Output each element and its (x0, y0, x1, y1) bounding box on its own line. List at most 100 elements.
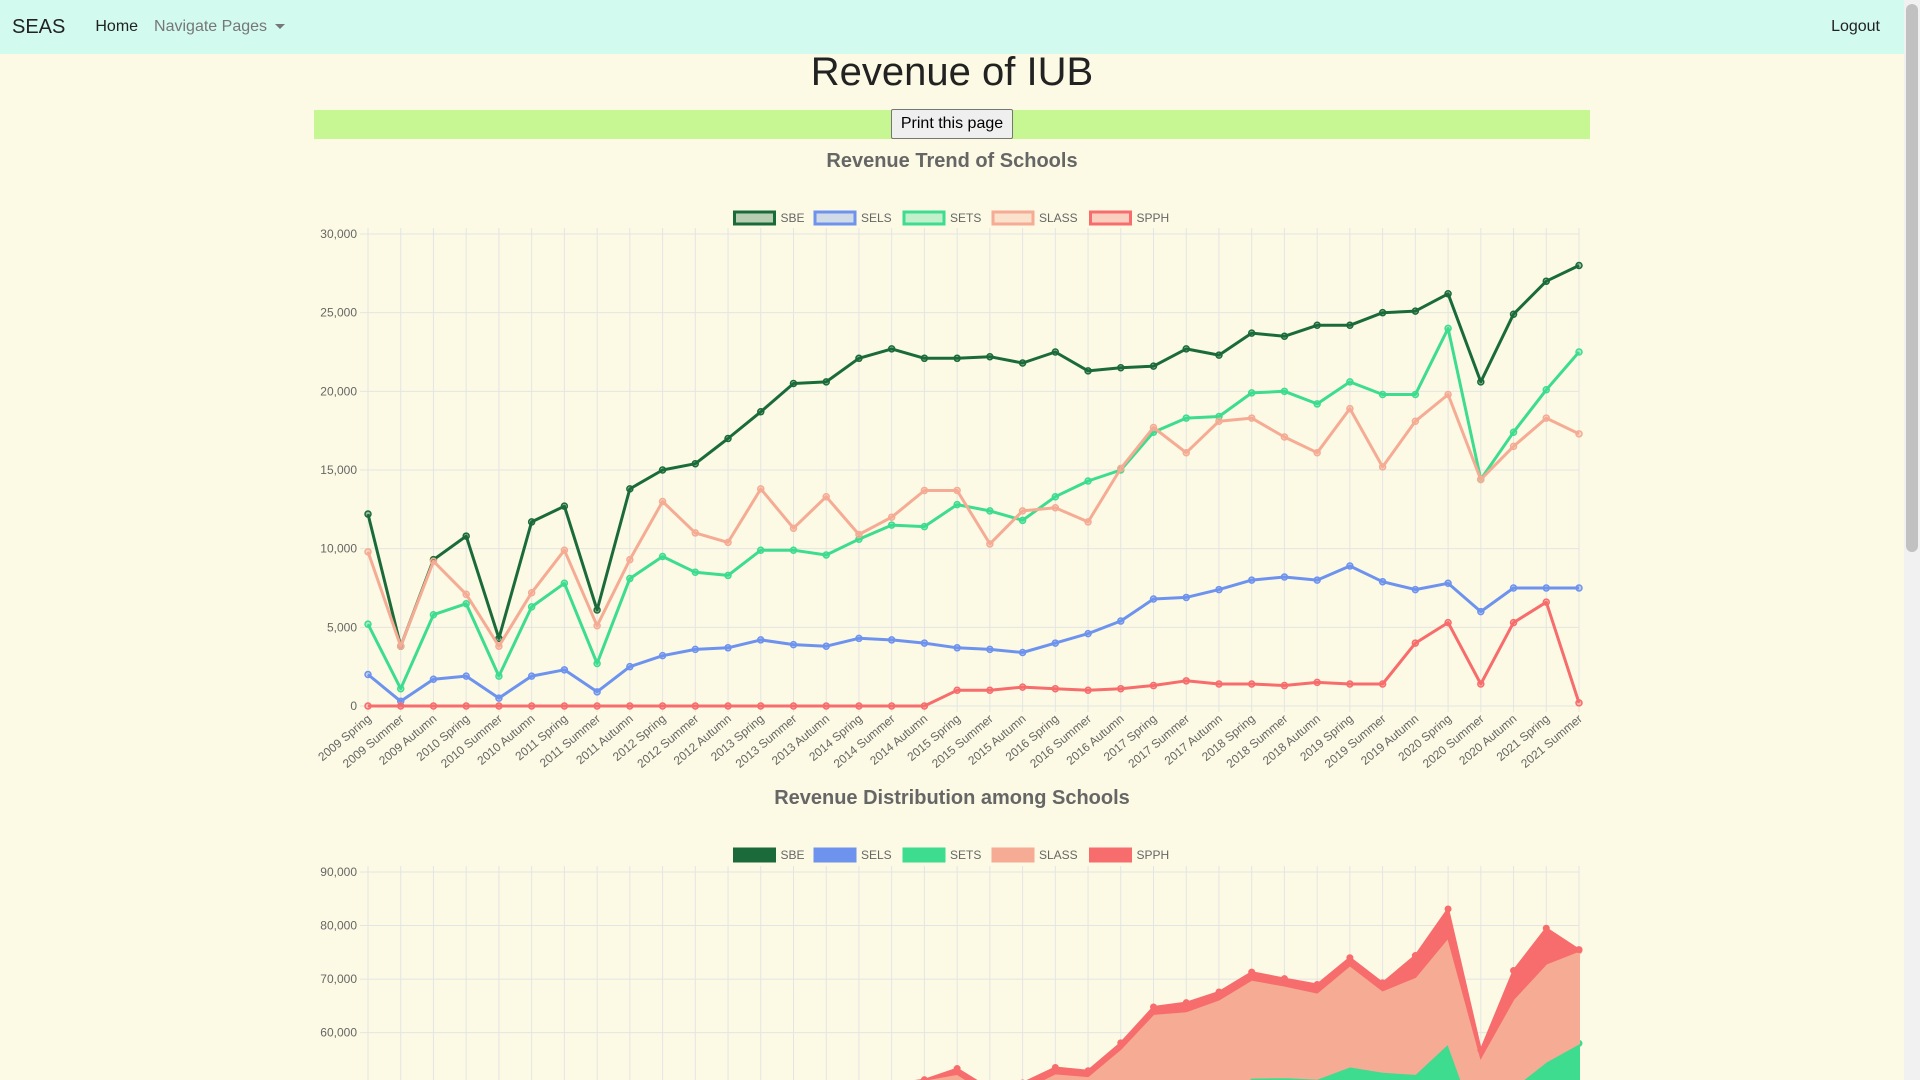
data-point-sels (1576, 585, 1582, 591)
data-point-spph (1151, 683, 1157, 689)
data-point-spph (987, 687, 993, 693)
area-point-spph (1216, 989, 1222, 995)
data-point-slass (1478, 476, 1484, 482)
data-point-sbe (692, 461, 698, 467)
data-point-sets (594, 661, 600, 667)
data-point-sets (1445, 325, 1451, 331)
data-point-spph (1020, 684, 1026, 690)
data-point-sets (1085, 478, 1091, 484)
data-point-sbe (1216, 352, 1222, 358)
nav-navigate-label: Navigate Pages (154, 18, 267, 35)
data-point-sels (1445, 580, 1451, 586)
data-point-sets (660, 554, 666, 560)
data-point-slass (889, 514, 895, 520)
data-point-sbe (987, 354, 993, 360)
area-point-spph (1151, 1004, 1157, 1010)
data-point-spph (1183, 678, 1189, 684)
data-point-spph (529, 703, 535, 709)
data-point-spph (758, 703, 764, 709)
trend-y-tick-label: 15,000 (320, 463, 357, 477)
trend-y-tick-label: 10,000 (320, 542, 357, 556)
nav-home[interactable]: Home (95, 18, 138, 36)
data-point-sbe (1183, 346, 1189, 352)
data-point-sets (1281, 388, 1287, 394)
data-point-spph (365, 703, 371, 709)
data-point-sels (1478, 609, 1484, 615)
data-point-slass (1314, 450, 1320, 456)
data-point-spph (790, 703, 796, 709)
data-point-spph (725, 703, 731, 709)
data-point-slass (1445, 391, 1451, 397)
data-point-spph (1380, 681, 1386, 687)
series-line-sels (368, 566, 1579, 701)
area-point-spph (1314, 981, 1320, 987)
area-point-spph (1118, 1040, 1124, 1046)
data-point-sets (1183, 415, 1189, 421)
data-point-sets (1347, 379, 1353, 385)
data-point-sets (725, 572, 731, 578)
data-point-spph (430, 703, 436, 709)
data-point-spph (921, 703, 927, 709)
trend-legend-label-sets: SETS (950, 211, 981, 225)
data-point-slass (365, 549, 371, 555)
area-slass (368, 937, 1579, 1080)
data-point-spph (1118, 686, 1124, 692)
data-point-spph (1347, 681, 1353, 687)
data-point-slass (398, 643, 404, 649)
data-point-slass (921, 487, 927, 493)
dist-legend-label-slass: SLASS (1039, 848, 1078, 862)
data-point-sets (365, 621, 371, 627)
data-point-sets (430, 612, 436, 618)
logout-link[interactable]: Logout (1831, 18, 1880, 36)
data-point-sels (856, 635, 862, 641)
data-point-sets (758, 547, 764, 553)
data-point-slass (1183, 450, 1189, 456)
data-point-spph (561, 703, 567, 709)
data-point-sets (823, 552, 829, 558)
dist-legend-label-sbe: SBE (781, 848, 805, 862)
series-line-sets (368, 328, 1579, 688)
nav-navigate-dropdown[interactable]: Navigate Pages (154, 18, 285, 36)
data-point-slass (856, 532, 862, 538)
data-point-spph (1445, 620, 1451, 626)
data-point-sbe (1249, 330, 1255, 336)
scrollbar[interactable] (1904, 0, 1920, 1080)
dist-legend-label-sels: SELS (861, 848, 892, 862)
data-point-sels (1314, 577, 1320, 583)
data-point-sbe (790, 380, 796, 386)
area-point-spph (954, 1066, 960, 1072)
data-point-sels (1412, 587, 1418, 593)
data-point-sels (1543, 585, 1549, 591)
trend-legend-swatch-spph (1091, 212, 1131, 224)
data-point-slass (1249, 415, 1255, 421)
data-point-sets (496, 673, 502, 679)
data-point-sbe (1151, 363, 1157, 369)
data-point-sets (1249, 390, 1255, 396)
scrollbar-thumb[interactable] (1906, 4, 1918, 552)
trend-y-tick-label: 30,000 (320, 227, 357, 241)
data-point-sels (1216, 587, 1222, 593)
data-point-sbe (561, 503, 567, 509)
dist-legend-swatch-slass (993, 849, 1033, 861)
area-chart-title: Revenue Distribution among Schools (0, 787, 1904, 810)
revenue-distribution-chart: SBESELSSETSSLASSSPPH010,00020,00030,0004… (0, 832, 1904, 1080)
data-point-sels (463, 673, 469, 679)
data-point-sbe (889, 346, 895, 352)
data-point-sels (725, 645, 731, 651)
data-point-spph (1249, 681, 1255, 687)
data-point-sets (561, 580, 567, 586)
data-point-sels (1347, 563, 1353, 569)
print-button[interactable]: Print this page (891, 109, 1013, 139)
data-point-sbe (1445, 291, 1451, 297)
dist-y-tick-label: 80,000 (320, 919, 357, 933)
data-point-sels (594, 689, 600, 695)
brand-link[interactable]: SEAS (12, 16, 65, 39)
area-point-spph (1543, 925, 1549, 931)
data-point-slass (1085, 519, 1091, 525)
dist-y-tick-label: 70,000 (320, 972, 357, 986)
dist-legend-swatch-sets (904, 849, 944, 861)
trend-y-tick-label: 0 (350, 699, 357, 713)
area-point-spph (1052, 1064, 1058, 1070)
series-line-spph (368, 602, 1579, 706)
